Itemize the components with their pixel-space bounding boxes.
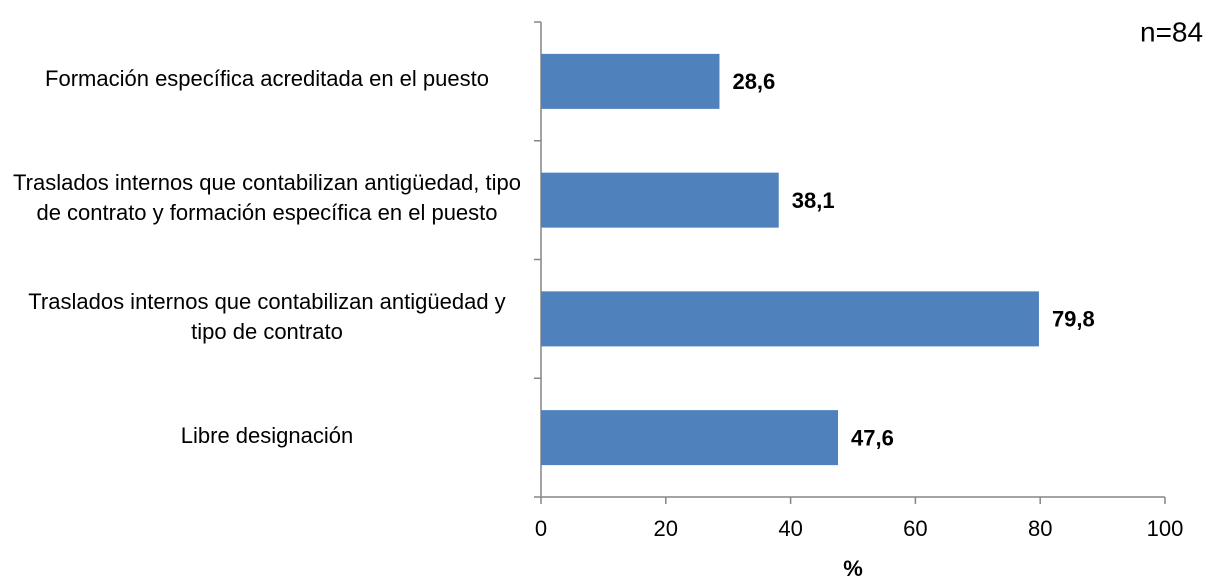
x-axis-title: %: [843, 556, 863, 581]
x-tick-label: 80: [1028, 516, 1052, 541]
x-tick-label: 40: [778, 516, 802, 541]
data-label: 79,8: [1052, 307, 1095, 332]
bar: [541, 410, 839, 466]
x-tick-label: 100: [1147, 516, 1184, 541]
x-tick-label: 20: [654, 516, 678, 541]
y-tick-label: Formación específica acreditada en el pu…: [45, 66, 489, 92]
bar: [541, 172, 779, 228]
x-tick-label: 60: [903, 516, 927, 541]
y-tick-label: Libre designación: [180, 422, 354, 448]
y-tick-label: Traslados internos que contabilizan anti…: [28, 288, 506, 344]
x-tick-label: 0: [535, 516, 547, 541]
annotation: n=84: [1140, 16, 1203, 47]
bar: [541, 291, 1039, 347]
data-label: 38,1: [792, 188, 835, 213]
data-label: 47,6: [851, 425, 894, 450]
y-tick-label: Traslados internos que contabilizan anti…: [13, 170, 521, 226]
bar: [541, 53, 720, 109]
data-label: 28,6: [732, 69, 775, 94]
